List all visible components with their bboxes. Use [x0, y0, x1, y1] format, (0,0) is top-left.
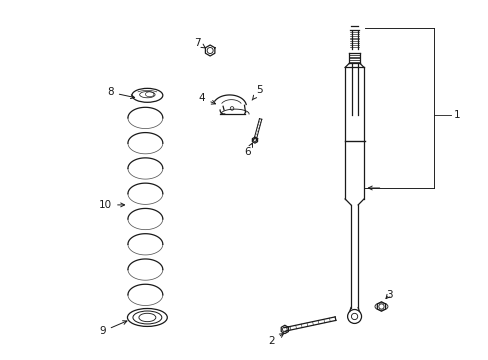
Text: 4: 4 [199, 93, 215, 104]
Text: 9: 9 [99, 321, 126, 336]
Text: 2: 2 [268, 334, 283, 346]
Text: 1: 1 [453, 110, 460, 120]
Text: 10: 10 [99, 200, 124, 210]
Text: 3: 3 [385, 289, 392, 300]
Text: 7: 7 [193, 37, 205, 48]
Text: 8: 8 [107, 87, 134, 99]
Text: 5: 5 [252, 85, 263, 100]
Text: 6: 6 [244, 143, 252, 157]
